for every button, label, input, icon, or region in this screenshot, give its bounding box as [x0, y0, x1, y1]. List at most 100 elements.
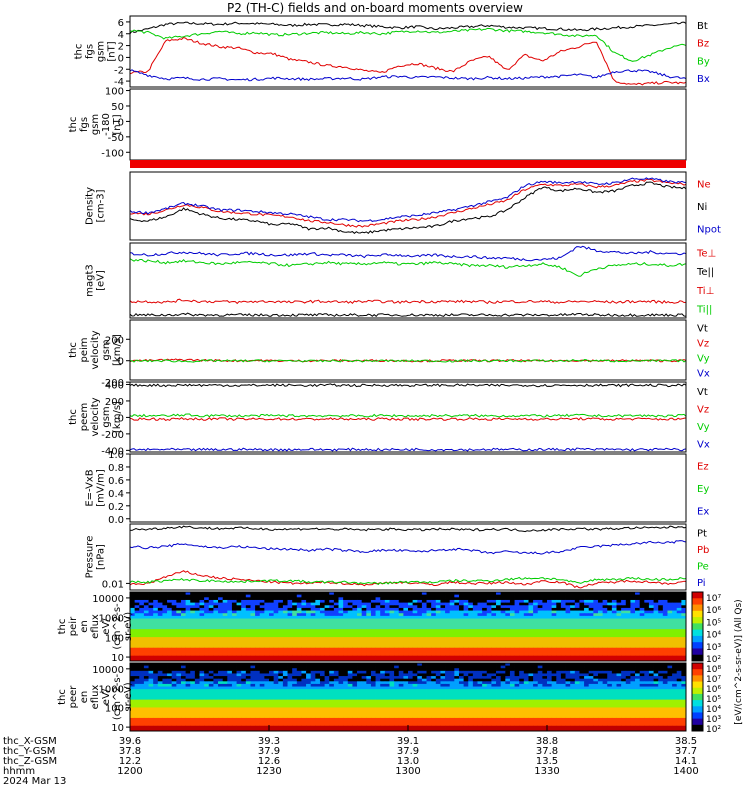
spectrogram-cell [194, 597, 200, 601]
spectrogram-cell [366, 676, 372, 680]
spectrogram-cell [319, 650, 325, 654]
spectrogram-cell [394, 610, 400, 614]
spectrogram-cell [602, 655, 608, 659]
spectrogram-cell [180, 645, 186, 649]
spectrogram-cell [616, 605, 622, 609]
spectrogram-cell [403, 673, 409, 677]
spectrogram-cell [681, 639, 687, 643]
spectrogram-cell [222, 618, 228, 622]
spectrogram-cell [635, 605, 641, 609]
spectrogram-cell [148, 634, 154, 638]
spectrogram-cell [143, 597, 149, 601]
spectrogram-cell [463, 602, 469, 606]
spectrogram-cell [245, 602, 251, 606]
spectrogram-cell [519, 618, 525, 622]
spectrogram-cell [472, 663, 478, 667]
y-axis-label: sr-eV) [123, 612, 134, 641]
spectrogram-cell [574, 592, 580, 596]
spectrogram-cell [167, 629, 173, 633]
spectrogram-cell [421, 626, 427, 630]
spectrogram-cell [607, 655, 613, 659]
spectrogram-cell [403, 655, 409, 659]
spectrogram-cell [607, 676, 613, 680]
spectrogram-cell [542, 663, 548, 667]
spectrogram-cell [222, 639, 228, 643]
spectrogram-cell [218, 634, 224, 638]
spectrogram-cell [648, 623, 654, 627]
spectrogram-cell [167, 673, 173, 677]
spectrogram-cell [245, 642, 251, 646]
spectrogram-cell [565, 697, 571, 701]
spectrogram-cell [523, 639, 529, 643]
spectrogram-cell [653, 665, 659, 669]
spectrogram-cell [282, 686, 288, 690]
spectrogram-cell [361, 673, 367, 677]
spectrogram-cell [352, 653, 358, 657]
spectrogram-cell [458, 689, 464, 693]
spectrogram-cell [449, 610, 455, 614]
spectrogram-cell [505, 618, 511, 622]
spectrogram-cell [259, 658, 265, 662]
spectrogram-cell [435, 676, 441, 680]
spectrogram-cell [287, 645, 293, 649]
spectrogram-cell [250, 602, 256, 606]
spectrogram-cell [547, 631, 553, 635]
spectrogram-cell [315, 691, 321, 695]
spectrogram-cell [445, 629, 451, 633]
spectrogram-cell [148, 697, 154, 701]
spectrogram-cell [139, 699, 145, 703]
spectrogram-cell [389, 631, 395, 635]
spectrogram-cell [287, 650, 293, 654]
spectrogram-cell [509, 639, 515, 643]
spectrogram-cell [597, 678, 603, 682]
spectrogram-cell [134, 699, 140, 703]
spectrogram-cell [338, 599, 344, 604]
spectrogram-cell [602, 678, 608, 682]
spectrogram-cell [463, 621, 469, 625]
spectrogram-cell [370, 613, 376, 617]
spectrogram-cell [394, 599, 400, 604]
spectrogram-cell [162, 676, 168, 680]
spectrogram-cell [579, 647, 585, 651]
spectrogram-cell [394, 637, 400, 641]
spectrogram-cell [259, 699, 265, 703]
spectrogram-cell [662, 686, 668, 690]
spectrogram-cell [357, 658, 363, 662]
spectrogram-cell [500, 655, 506, 659]
spectrogram-cell [667, 673, 673, 677]
spectrogram-cell [278, 681, 284, 685]
spectrogram-cell [143, 594, 149, 598]
spectrogram-cell [537, 637, 543, 641]
spectrogram-cell [389, 647, 395, 651]
spectrogram-cell [292, 605, 298, 609]
spectrogram-cell [412, 678, 418, 682]
spectrogram-cell [139, 599, 145, 604]
spectrogram-cell [496, 642, 502, 646]
spectrogram-cell [505, 615, 511, 619]
spectrogram-cell [528, 613, 534, 617]
spectrogram-cell [398, 697, 404, 701]
spectrogram-cell [523, 665, 529, 669]
spectrogram-cell [514, 683, 520, 687]
spectrogram-cell [445, 637, 451, 641]
spectrogram-cell [398, 678, 404, 682]
spectrogram-cell [134, 610, 140, 614]
spectrogram-cell [190, 668, 196, 672]
spectrogram-cell [431, 642, 437, 646]
spectrogram-cell [588, 668, 594, 672]
spectrogram-cell [519, 607, 525, 611]
spectrogram-cell [143, 634, 149, 638]
spectrogram-cell [343, 650, 349, 654]
spectrogram-cell [644, 642, 650, 646]
spectrogram-cell [222, 694, 228, 698]
spectrogram-cell [514, 610, 520, 614]
spectrogram-cell [301, 676, 307, 680]
spectrogram-cell [208, 594, 214, 598]
spectrogram-cell [574, 670, 580, 674]
spectrogram-cell [296, 653, 302, 657]
spectrogram-cell [412, 592, 418, 596]
spectrogram-cell [185, 626, 191, 630]
spectrogram-cell [269, 599, 275, 604]
spectrogram-cell [255, 629, 261, 633]
spectrogram-cell [384, 681, 390, 685]
